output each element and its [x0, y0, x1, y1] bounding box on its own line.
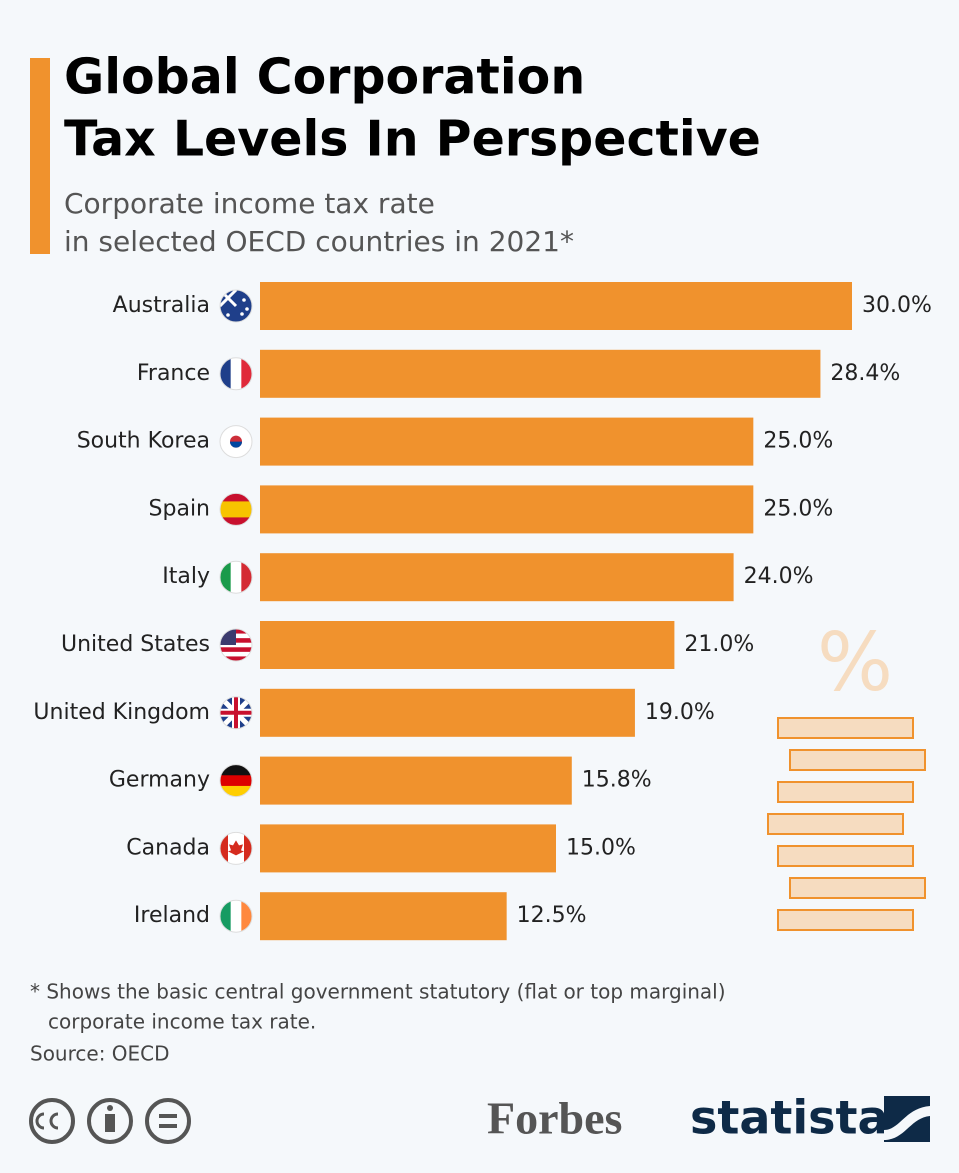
- flag-stripe: [220, 642, 252, 648]
- flag-stripe: [230, 900, 242, 933]
- flag-stripe: [220, 561, 232, 594]
- bar: [260, 621, 675, 669]
- flag-border: [219, 289, 253, 323]
- flag: [220, 290, 252, 322]
- flag-stripe: [220, 493, 252, 502]
- flag-stripe: [230, 357, 242, 390]
- category-label: Ireland: [134, 903, 210, 928]
- bar: [260, 349, 821, 398]
- illustration-symbol: %: [817, 616, 893, 709]
- flag-border: [219, 560, 253, 594]
- value-label: 21.0%: [684, 632, 754, 657]
- flag-stripe: [220, 357, 232, 390]
- flag-detail: [245, 307, 249, 311]
- category-label: Australia: [113, 293, 210, 318]
- accent-bar: [30, 58, 50, 254]
- flag-stripe: [244, 832, 252, 865]
- value-label: 12.5%: [517, 903, 587, 928]
- flag-border: [219, 899, 253, 933]
- flag-detail: [220, 696, 252, 729]
- flag-stripe: [241, 561, 252, 594]
- value-label: 25.0%: [763, 429, 833, 454]
- category-label: United States: [61, 632, 210, 657]
- logo-statista-mark: [884, 1096, 930, 1142]
- flag: [220, 425, 252, 458]
- flag-stripe: [220, 647, 252, 653]
- flag-detail: [228, 840, 244, 856]
- category-label: Canada: [126, 835, 210, 860]
- bar: [260, 892, 507, 941]
- source: Source: OECD: [30, 1042, 170, 1066]
- license-icons: [29, 1098, 191, 1144]
- flag-stripe: [220, 775, 252, 787]
- bar: [260, 756, 572, 805]
- flag-border: [219, 492, 253, 526]
- flag-detail: [230, 441, 242, 448]
- flag: [220, 764, 252, 797]
- flag-border: [219, 425, 253, 459]
- bar: [260, 485, 754, 534]
- logo-forbes: Forbes: [487, 1093, 622, 1144]
- flag-stripe: [241, 900, 252, 933]
- flag-detail: [240, 312, 244, 316]
- footnote-line: corporate income tax rate.: [48, 1010, 316, 1034]
- illustration: [767, 717, 926, 931]
- flag: [220, 696, 252, 729]
- category-label: Germany: [109, 768, 210, 793]
- flag-stripe: [241, 357, 252, 390]
- bar: [260, 688, 635, 737]
- logo-statista: statista: [690, 1091, 889, 1145]
- flag-border: [219, 628, 253, 662]
- flag-stripe: [220, 501, 252, 510]
- category-label: Italy: [162, 564, 210, 589]
- flag-stripe: [220, 656, 252, 661]
- subtitle-line: Corporate income tax rate: [64, 187, 435, 220]
- flag-stripe: [220, 509, 252, 518]
- category-label: South Korea: [77, 429, 210, 454]
- value-label: 28.4%: [830, 361, 900, 386]
- flag-stripe: [220, 900, 232, 933]
- flag-detail: [242, 298, 246, 302]
- bar: [260, 282, 852, 330]
- bar: [260, 824, 556, 873]
- flag-border: [219, 831, 253, 865]
- footnote-line: * Shows the basic central government sta…: [30, 980, 726, 1004]
- category-label: France: [137, 361, 210, 386]
- category-label: Spain: [149, 496, 210, 521]
- title-line: Global Corporation: [64, 49, 585, 106]
- flag-stripe: [230, 561, 242, 594]
- bar: [260, 417, 754, 466]
- flag: [220, 357, 252, 390]
- flag-border: [219, 764, 253, 798]
- value-label: 24.0%: [744, 564, 814, 589]
- category-label: United Kingdom: [33, 700, 210, 725]
- flag: [220, 832, 252, 865]
- subtitle-line: in selected OECD countries in 2021*: [64, 225, 574, 258]
- value-label: 25.0%: [763, 496, 833, 521]
- flag-detail: [226, 313, 230, 317]
- value-label: 15.0%: [566, 835, 636, 860]
- flag: [220, 493, 252, 526]
- flag-stripe: [220, 785, 252, 797]
- flag: [220, 561, 252, 594]
- value-label: 15.8%: [582, 768, 652, 793]
- flag: [220, 900, 252, 933]
- value-label: 19.0%: [645, 700, 715, 725]
- flag-stripe: [220, 832, 229, 865]
- title-line: Tax Levels In Perspective: [64, 111, 761, 168]
- flag-stripe: [220, 764, 252, 776]
- flag-stripe: [220, 517, 252, 526]
- value-label: 30.0%: [862, 293, 932, 318]
- flag-border: [219, 696, 253, 730]
- flag-stripe: [220, 651, 252, 657]
- bar: [260, 553, 734, 602]
- flag-border: [219, 357, 253, 391]
